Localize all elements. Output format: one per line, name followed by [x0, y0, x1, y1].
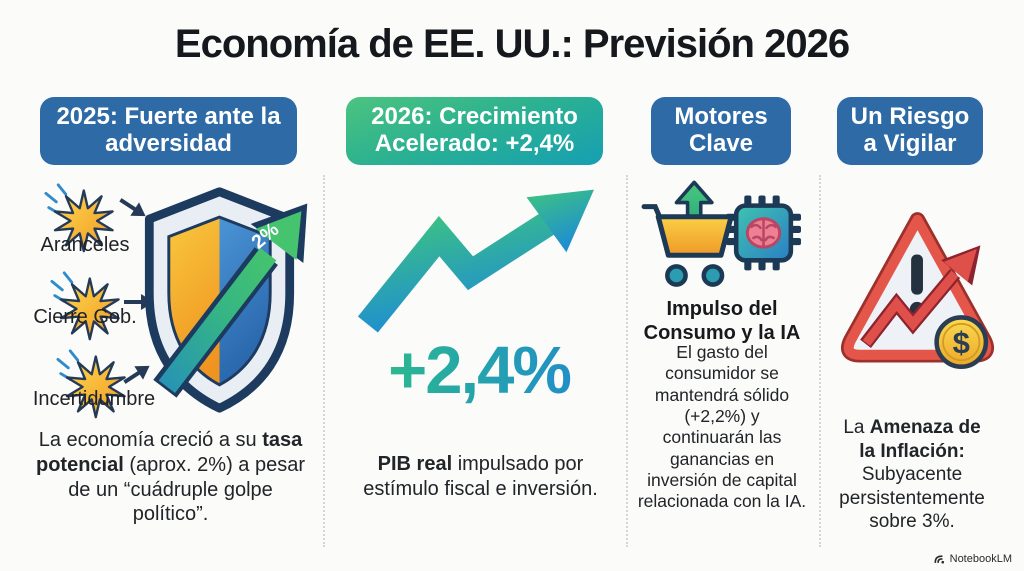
arrow-right-icon	[119, 198, 146, 217]
column-header-2026: 2026: Crecimiento Acelerado: +2,4%	[346, 97, 603, 165]
dollar-coin-icon: $	[934, 315, 989, 369]
watermark: NotebookLM	[933, 552, 1012, 565]
body-text-segment: La economía creció a su	[38, 429, 263, 451]
column-divider	[819, 175, 821, 547]
body-text-bold: Amenaza de la Inflación:	[859, 417, 981, 462]
ai-chip-icon	[726, 195, 801, 271]
notebooklm-logo-icon	[934, 555, 944, 564]
column-header-riesgo: Un Riesgo a Vigilar	[837, 97, 983, 165]
arrow-up-right-icon	[123, 365, 150, 384]
body-text-segment: Subyacente persistentemente sobre 3%.	[839, 464, 985, 533]
body-text-bold: tasa potencial	[36, 429, 303, 476]
body-text-bold: PIB real	[377, 453, 453, 475]
dollar-symbol: $	[953, 325, 970, 360]
shopping-cart-icon	[641, 180, 734, 287]
body-text-segment: La	[843, 417, 870, 438]
column-2025-body: La economía creció a su tasa potencial (…	[28, 428, 313, 527]
watermark-label: NotebookLM	[949, 552, 1012, 565]
column-divider	[323, 175, 325, 547]
starburst-icon	[50, 271, 120, 341]
column-header-motores-clave: Motores Clave	[651, 97, 791, 165]
column-header-2025: 2025: Fuerte ante la adversidad	[40, 97, 297, 165]
riesgo-body: La Amenaza de la Inflación: Subyacente p…	[836, 416, 988, 534]
starburst-icon	[44, 183, 114, 253]
body-text-segment: (aprox. 2%) a pesar de un “cuádruple gol…	[68, 453, 305, 526]
threat-label-incertidumbre: Incertidumbre	[32, 388, 156, 410]
page-title: Economía de EE. UU.: Previsión 2026	[174, 22, 850, 66]
motores-body: El gasto del consumidor se mantendrá sól…	[637, 342, 807, 512]
column-divider	[626, 175, 628, 547]
cart-and-ai-chip-icon	[641, 180, 801, 287]
motores-subheading: Impulso del Consumo y la IA	[643, 298, 801, 344]
threat-label-aranceles: Aranceles	[40, 234, 130, 256]
column-2026-body: PIB real impulsado por estímulo fiscal e…	[358, 452, 603, 502]
body-text-segment: impulsado por estímulo fiscal e inversió…	[363, 453, 598, 500]
threat-label-cierre-gob: Cierre Gob.	[33, 306, 137, 328]
exclamation-mark-icon	[911, 254, 923, 295]
growth-zigzag-arrow-icon	[357, 189, 594, 333]
gdp-growth-number: +2,4%	[340, 332, 618, 409]
starburst-icon	[56, 349, 126, 419]
shield-growth-icon: 2%	[144, 187, 308, 413]
inflation-warning-icon: $	[841, 212, 994, 369]
